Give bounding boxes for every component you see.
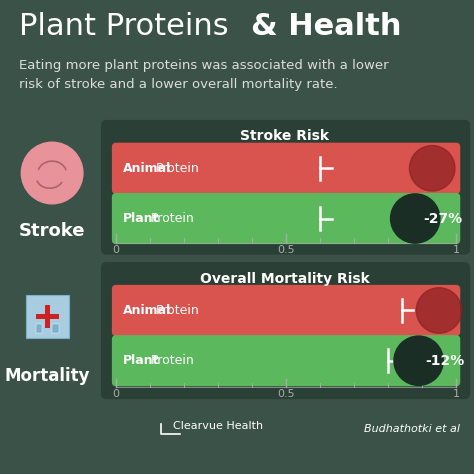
FancyBboxPatch shape (112, 143, 460, 194)
Text: Overall Mortality Risk: Overall Mortality Risk (200, 272, 369, 286)
Text: Plant: Plant (123, 212, 160, 225)
FancyBboxPatch shape (112, 285, 460, 336)
Text: & Health: & Health (251, 12, 402, 41)
FancyBboxPatch shape (112, 335, 460, 386)
Text: Animal: Animal (123, 304, 172, 317)
Text: Clearvue Health: Clearvue Health (173, 421, 263, 431)
Text: Budhathotki et al: Budhathotki et al (364, 424, 460, 434)
Bar (36, 314, 59, 319)
Text: Protein: Protein (150, 212, 194, 225)
Bar (36, 325, 42, 333)
Circle shape (410, 146, 455, 191)
Circle shape (394, 336, 443, 385)
Text: Plant Proteins: Plant Proteins (19, 12, 238, 41)
Text: Mortality: Mortality (5, 367, 90, 385)
Text: Protein: Protein (155, 162, 199, 175)
FancyBboxPatch shape (26, 295, 69, 337)
Text: Plant: Plant (123, 354, 160, 367)
Text: -12%: -12% (426, 354, 465, 368)
Text: -27%: -27% (424, 211, 463, 226)
Text: Stroke: Stroke (19, 222, 85, 240)
Text: 1: 1 (453, 245, 459, 255)
FancyBboxPatch shape (101, 120, 470, 255)
Circle shape (416, 288, 462, 333)
Bar (52, 325, 59, 333)
Text: Animal: Animal (123, 162, 172, 175)
FancyBboxPatch shape (101, 262, 470, 399)
Text: 0: 0 (113, 245, 119, 255)
Text: Eating more plant proteins was associated with a lower
risk of stroke and a lowe: Eating more plant proteins was associate… (19, 59, 389, 91)
Bar (45, 305, 50, 328)
Text: Stroke Risk: Stroke Risk (240, 129, 329, 144)
Circle shape (391, 194, 440, 243)
Text: 1: 1 (453, 389, 459, 399)
Text: 0: 0 (113, 389, 119, 399)
Text: 0.5: 0.5 (277, 245, 295, 255)
Circle shape (21, 142, 83, 204)
Text: 0.5: 0.5 (277, 389, 295, 399)
Text: Protein: Protein (150, 354, 194, 367)
Text: Protein: Protein (155, 304, 199, 317)
FancyBboxPatch shape (112, 193, 460, 244)
